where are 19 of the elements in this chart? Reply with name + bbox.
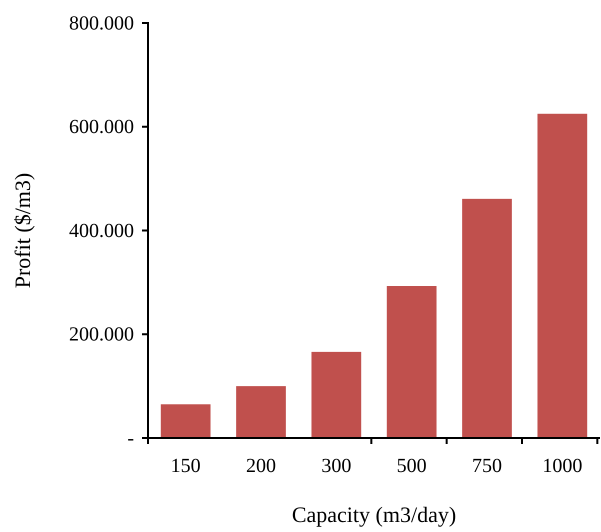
x-axis-title: Capacity (m3/day) [292,502,456,527]
x-tick-label: 200 [246,455,276,478]
x-tick-label: 750 [472,455,502,478]
bar [537,114,588,438]
y-tick-label: 400.000 [69,220,134,242]
bar [160,404,211,438]
x-tick-label: 300 [321,455,352,478]
bar [386,286,437,438]
bar [462,198,512,438]
y-tick-label: 600.000 [69,116,134,138]
y-tick-label: - [127,427,134,450]
y-axis-title: Profit ($/m3) [10,172,35,288]
x-tick-label: 1000 [542,455,582,478]
x-tick-label: 500 [396,455,427,478]
bar [311,352,362,438]
y-tick-label: 800.000 [69,12,134,34]
y-tick-label: 200.000 [69,324,134,346]
bar [236,386,286,438]
x-tick-label: 150 [170,455,201,478]
